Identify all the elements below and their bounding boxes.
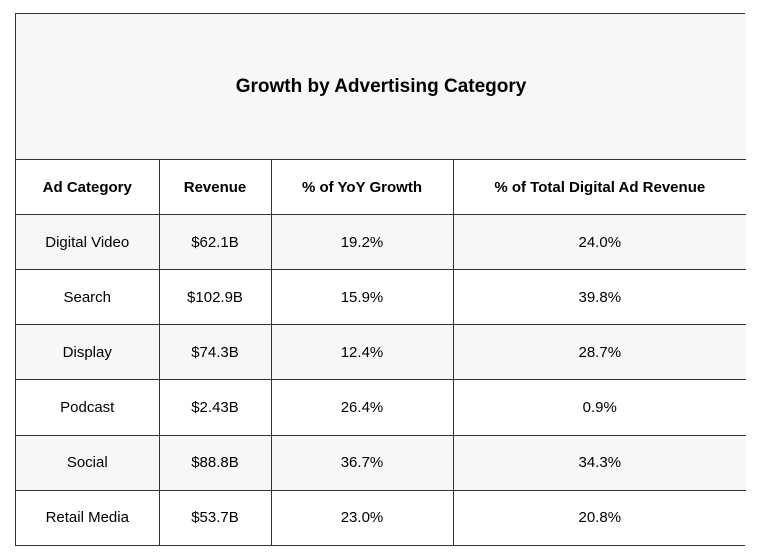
table-row: Digital Video $62.1B 19.2% 24.0% [16, 213, 747, 271]
cell-ad-category: Display [16, 324, 160, 381]
cell-yoy-growth: 19.2% [270, 213, 454, 271]
cell-ad-category: Social [16, 434, 160, 491]
cell-total-share: 0.9% [452, 379, 747, 436]
cell-ad-category: Podcast [16, 379, 160, 436]
table-row: Retail Media $53.7B 23.0% 20.8% [16, 489, 747, 545]
growth-table: Growth by Advertising Category Ad Catego… [15, 13, 747, 546]
header-row: Ad Category Revenue % of YoY Growth % of… [16, 159, 747, 215]
cell-total-share: 28.7% [452, 324, 747, 381]
cell-total-share: 39.8% [452, 269, 747, 326]
cell-total-share: 24.0% [452, 213, 747, 271]
column-header-yoy-growth: % of YoY Growth [270, 159, 454, 215]
cell-yoy-growth: 26.4% [270, 379, 454, 436]
table-row: Social $88.8B 36.7% 34.3% [16, 434, 747, 491]
cell-revenue: $102.9B [158, 269, 272, 326]
cell-ad-category: Search [16, 269, 160, 326]
table-row: Search $102.9B 15.9% 39.8% [16, 269, 747, 326]
cell-yoy-growth: 12.4% [270, 324, 454, 381]
data-table: Growth by Advertising Category Ad Catego… [16, 14, 747, 545]
cell-revenue: $2.43B [158, 379, 272, 436]
table-row: Podcast $2.43B 26.4% 0.9% [16, 379, 747, 436]
cell-revenue: $53.7B [158, 489, 272, 545]
column-header-ad-category: Ad Category [16, 159, 160, 215]
table-title: Growth by Advertising Category [16, 14, 747, 160]
column-header-total-share: % of Total Digital Ad Revenue [452, 159, 747, 215]
cell-revenue: $88.8B [158, 434, 272, 491]
column-header-revenue: Revenue [158, 159, 272, 215]
cell-total-share: 34.3% [452, 434, 747, 491]
cell-yoy-growth: 36.7% [270, 434, 454, 491]
cell-yoy-growth: 23.0% [270, 489, 454, 545]
cell-revenue: $62.1B [158, 213, 272, 271]
cell-yoy-growth: 15.9% [270, 269, 454, 326]
table-row: Display $74.3B 12.4% 28.7% [16, 324, 747, 381]
cell-ad-category: Retail Media [16, 489, 160, 545]
cell-revenue: $74.3B [158, 324, 272, 381]
cell-total-share: 20.8% [452, 489, 747, 545]
cell-ad-category: Digital Video [16, 213, 160, 271]
